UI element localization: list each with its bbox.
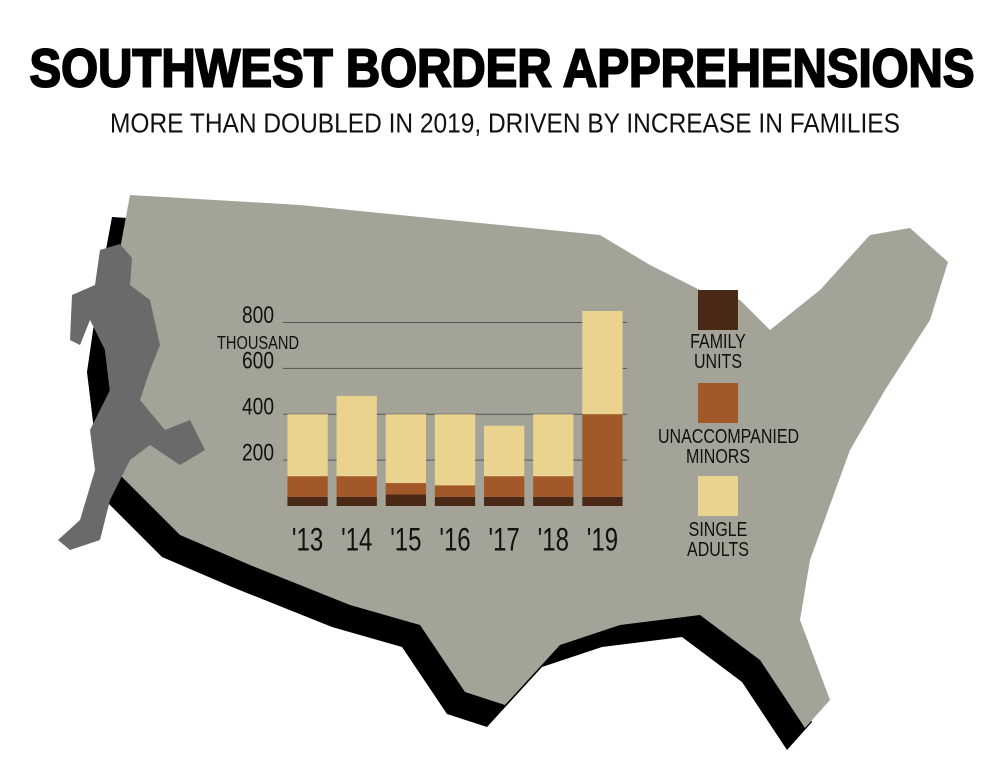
bar-segment [533,476,574,497]
y-tick-label: 800 [242,301,274,329]
bar-segment [434,485,476,497]
bar-segment [336,496,377,506]
y-tick-label: 400 [242,392,274,420]
bar-segment [385,494,427,506]
bar-segment [483,425,525,477]
y-tick-label: 200 [242,438,274,466]
legend-swatch [698,383,738,423]
bar-segment [582,496,623,506]
legend-swatch [698,476,738,516]
bar-segment [582,414,623,497]
x-tick-label: '14 [341,521,372,557]
bar-segment [434,496,476,506]
runner-silhouette [58,244,205,550]
x-tick-label: '16 [439,521,470,557]
bar-segment [483,496,525,506]
bar-segment [287,496,328,506]
bar-segment [434,414,476,486]
bar-segment [533,496,574,506]
legend-label: UNACCOMPANIED MINORS [658,426,800,468]
x-tick-label: '17 [489,521,520,557]
bar-segment [385,414,427,484]
map [105,195,948,728]
y-unit-label: THOUSAND [217,333,299,353]
legend-label: FAMILY UNITS [690,331,746,373]
chart-title: SOUTHWEST BORDER APPREHENSIONS [30,38,975,98]
bar-segment [336,395,377,477]
legend-label: SINGLE ADULTS [687,519,749,561]
bar-segment [533,414,574,477]
y-tick-label: 600 [242,347,274,375]
bar-segment [336,476,377,497]
bar-segment [287,476,328,497]
x-tick-label: '18 [538,521,569,557]
bar-segment [582,311,623,415]
x-tick-label: '15 [390,521,421,557]
chart-subtitle: MORE THAN DOUBLED IN 2019, DRIVEN BY INC… [110,107,900,138]
bar-segment [287,414,328,477]
bar-segment [483,476,525,497]
x-tick-label: '19 [587,521,618,557]
x-tick-label: '13 [292,521,323,557]
bar-segment [385,483,427,495]
legend-swatch [698,290,738,330]
